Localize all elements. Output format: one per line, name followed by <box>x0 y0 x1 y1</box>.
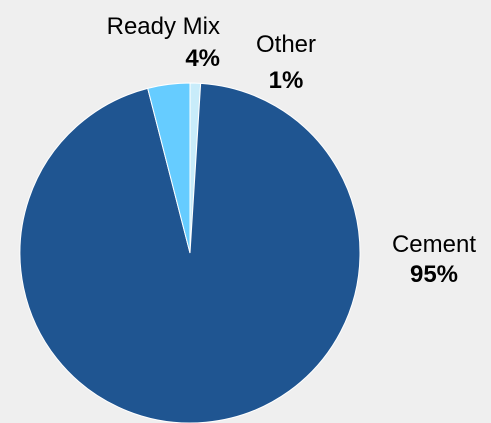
slice-value-other: 1% <box>269 67 304 94</box>
pie-slice-ready-mix <box>147 82 191 254</box>
slice-label-cement: Cement <box>392 231 476 258</box>
slice-value-ready-mix: 4% <box>185 45 220 72</box>
slice-label-ready-mix: Ready Mix <box>107 13 220 40</box>
slice-label-other: Other <box>256 31 316 58</box>
slice-value-cement: 95% <box>410 261 458 288</box>
pie-slices <box>19 82 361 423</box>
pie-slice-cement <box>19 82 361 423</box>
